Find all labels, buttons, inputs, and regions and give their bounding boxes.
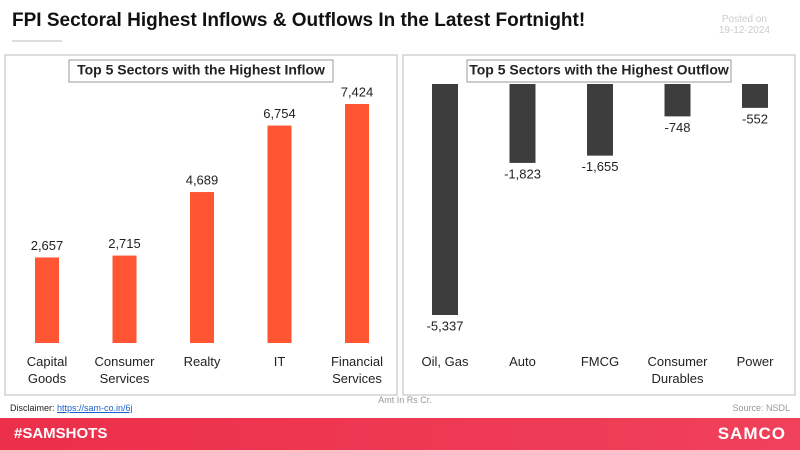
value-label: 2,657 xyxy=(31,238,64,253)
hashtag: #SAMSHOTS xyxy=(14,425,108,442)
value-label: 7,424 xyxy=(341,84,374,99)
disclaimer-label: Disclaimer: xyxy=(10,403,55,413)
bar xyxy=(432,84,458,315)
x-tick-label: Consumer Services xyxy=(94,354,155,386)
panel-title-box xyxy=(68,59,334,83)
footer-band xyxy=(0,418,800,450)
bar xyxy=(664,84,691,117)
disclaimer: Disclaimer: https://sam-co.in/6j xyxy=(10,403,133,413)
x-tick-label: Realty xyxy=(183,354,221,369)
x-tick-label: Oil, Gas xyxy=(421,354,469,369)
bar xyxy=(587,84,613,156)
panel-title: Top 5 Sectors with the Highest Inflow xyxy=(77,62,325,78)
value-label: -552 xyxy=(742,111,768,126)
bar xyxy=(35,257,59,343)
bar xyxy=(742,84,768,108)
posted-note: Posted on 19-12-2024 xyxy=(719,14,770,36)
value-label: 2,715 xyxy=(108,236,141,251)
x-tick-label: Consumer Durables xyxy=(647,354,708,386)
posted-date: 19-12-2024 xyxy=(718,25,770,36)
value-label: -1,823 xyxy=(504,166,541,181)
source: Source: NSDL xyxy=(732,403,790,413)
x-tick-label: Auto xyxy=(509,354,536,369)
bar xyxy=(267,125,292,343)
x-tick-label: FMCG xyxy=(580,354,620,369)
x-tick-label: Power xyxy=(736,354,774,369)
value-label: 4,689 xyxy=(186,172,219,187)
brand: SAMCO xyxy=(717,424,786,443)
unit-note: Amt In Rs Cr. xyxy=(378,395,432,405)
x-tick-label: Capital Goods xyxy=(26,354,68,386)
title-underline xyxy=(12,40,62,42)
panel-title: Top 5 Sectors with the Highest Outflow xyxy=(469,62,729,78)
bar xyxy=(190,192,214,343)
panel-title-box xyxy=(466,59,732,83)
bar xyxy=(112,255,137,343)
panel-right xyxy=(402,54,796,396)
page-title: FPI Sectoral Highest Inflows & Outflows … xyxy=(12,10,586,31)
bar xyxy=(345,104,369,343)
disclaimer-link[interactable]: https://sam-co.in/6j xyxy=(57,403,133,413)
panel-left xyxy=(4,54,398,396)
posted-label: Posted on xyxy=(721,14,767,25)
value-label: 6,754 xyxy=(263,106,296,121)
x-tick-label: IT xyxy=(273,354,286,369)
value-label: -1,655 xyxy=(582,159,619,174)
x-tick-label: Financial Services xyxy=(330,354,384,386)
value-label: -5,337 xyxy=(427,318,464,333)
value-label: -748 xyxy=(664,120,690,135)
bar xyxy=(509,84,536,163)
